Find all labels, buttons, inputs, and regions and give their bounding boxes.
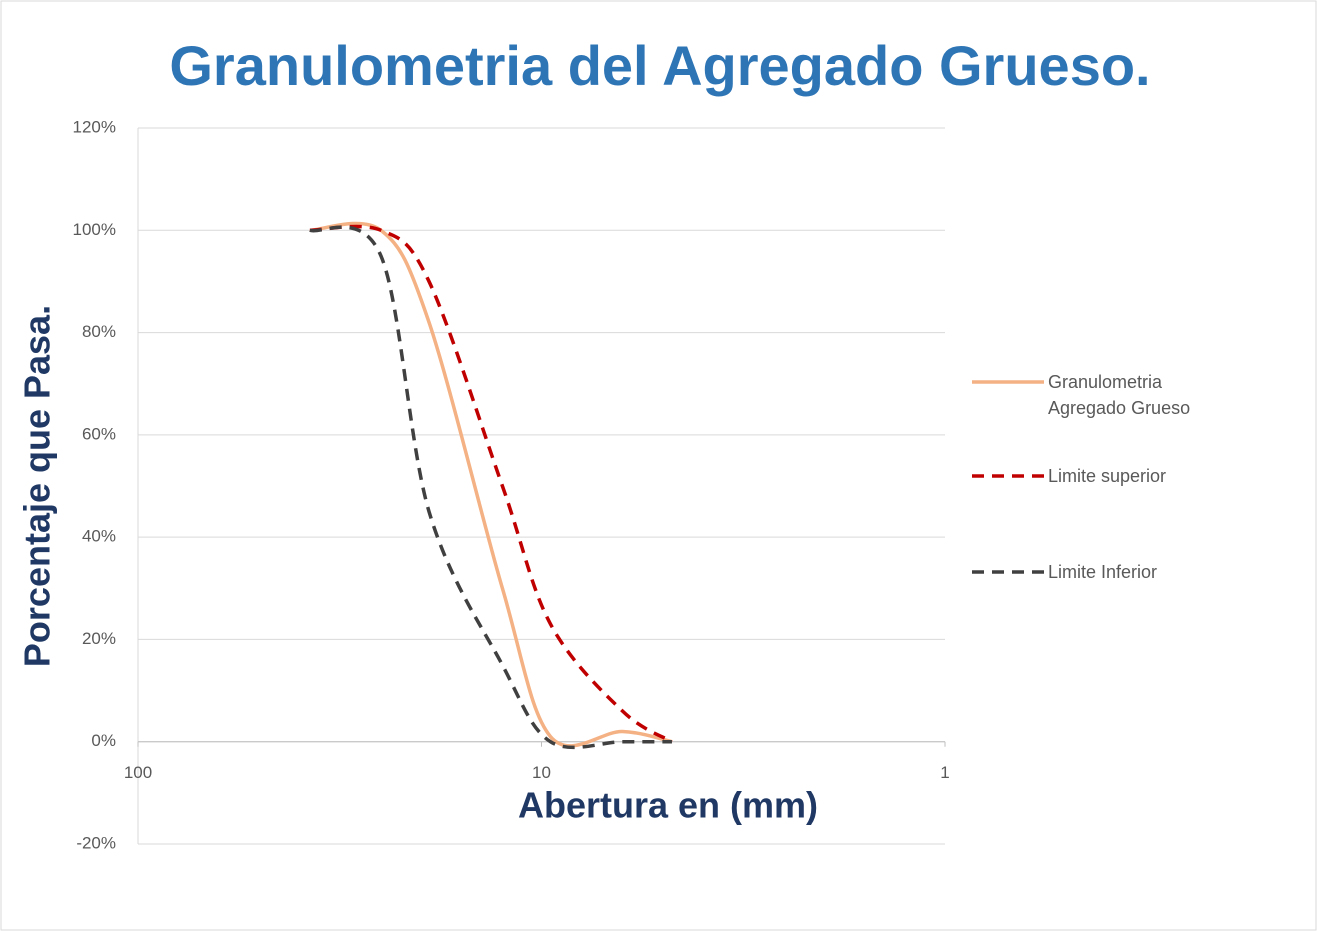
series-line	[309, 221, 673, 748]
x-tick-label: 100	[124, 763, 152, 782]
y-tick-label: 40%	[82, 527, 116, 546]
y-tick-label: -20%	[76, 833, 116, 852]
x-tick-label: 1	[940, 763, 949, 782]
y-tick-label: 0%	[91, 731, 116, 750]
legend-item: Granulometria Agregado Grueso	[1048, 372, 1191, 418]
legend-item: Limite superior	[1048, 466, 1167, 486]
y-tick-label: 20%	[82, 629, 116, 648]
y-tick-label: 120%	[73, 117, 116, 136]
legend-label: Granulometria Agregado Grueso	[1048, 372, 1191, 418]
x-axis-label: Abertura en (mm)	[518, 785, 818, 826]
legend-label: Limite Inferior	[1048, 562, 1158, 582]
series-line	[309, 225, 672, 750]
y-tick-label: 80%	[82, 322, 116, 341]
chart-title: Granulometria del Agregado Grueso.	[169, 34, 1150, 97]
y-axis-label: Porcentaje que Pasa.	[17, 305, 58, 667]
series-line	[309, 224, 673, 744]
y-tick-label: 100%	[73, 220, 116, 239]
y-tick-label: 60%	[82, 424, 116, 443]
x-tick-label: 10	[532, 763, 551, 782]
legend-item: Limite Inferior	[1048, 562, 1158, 582]
legend-label: Limite superior	[1048, 466, 1167, 486]
